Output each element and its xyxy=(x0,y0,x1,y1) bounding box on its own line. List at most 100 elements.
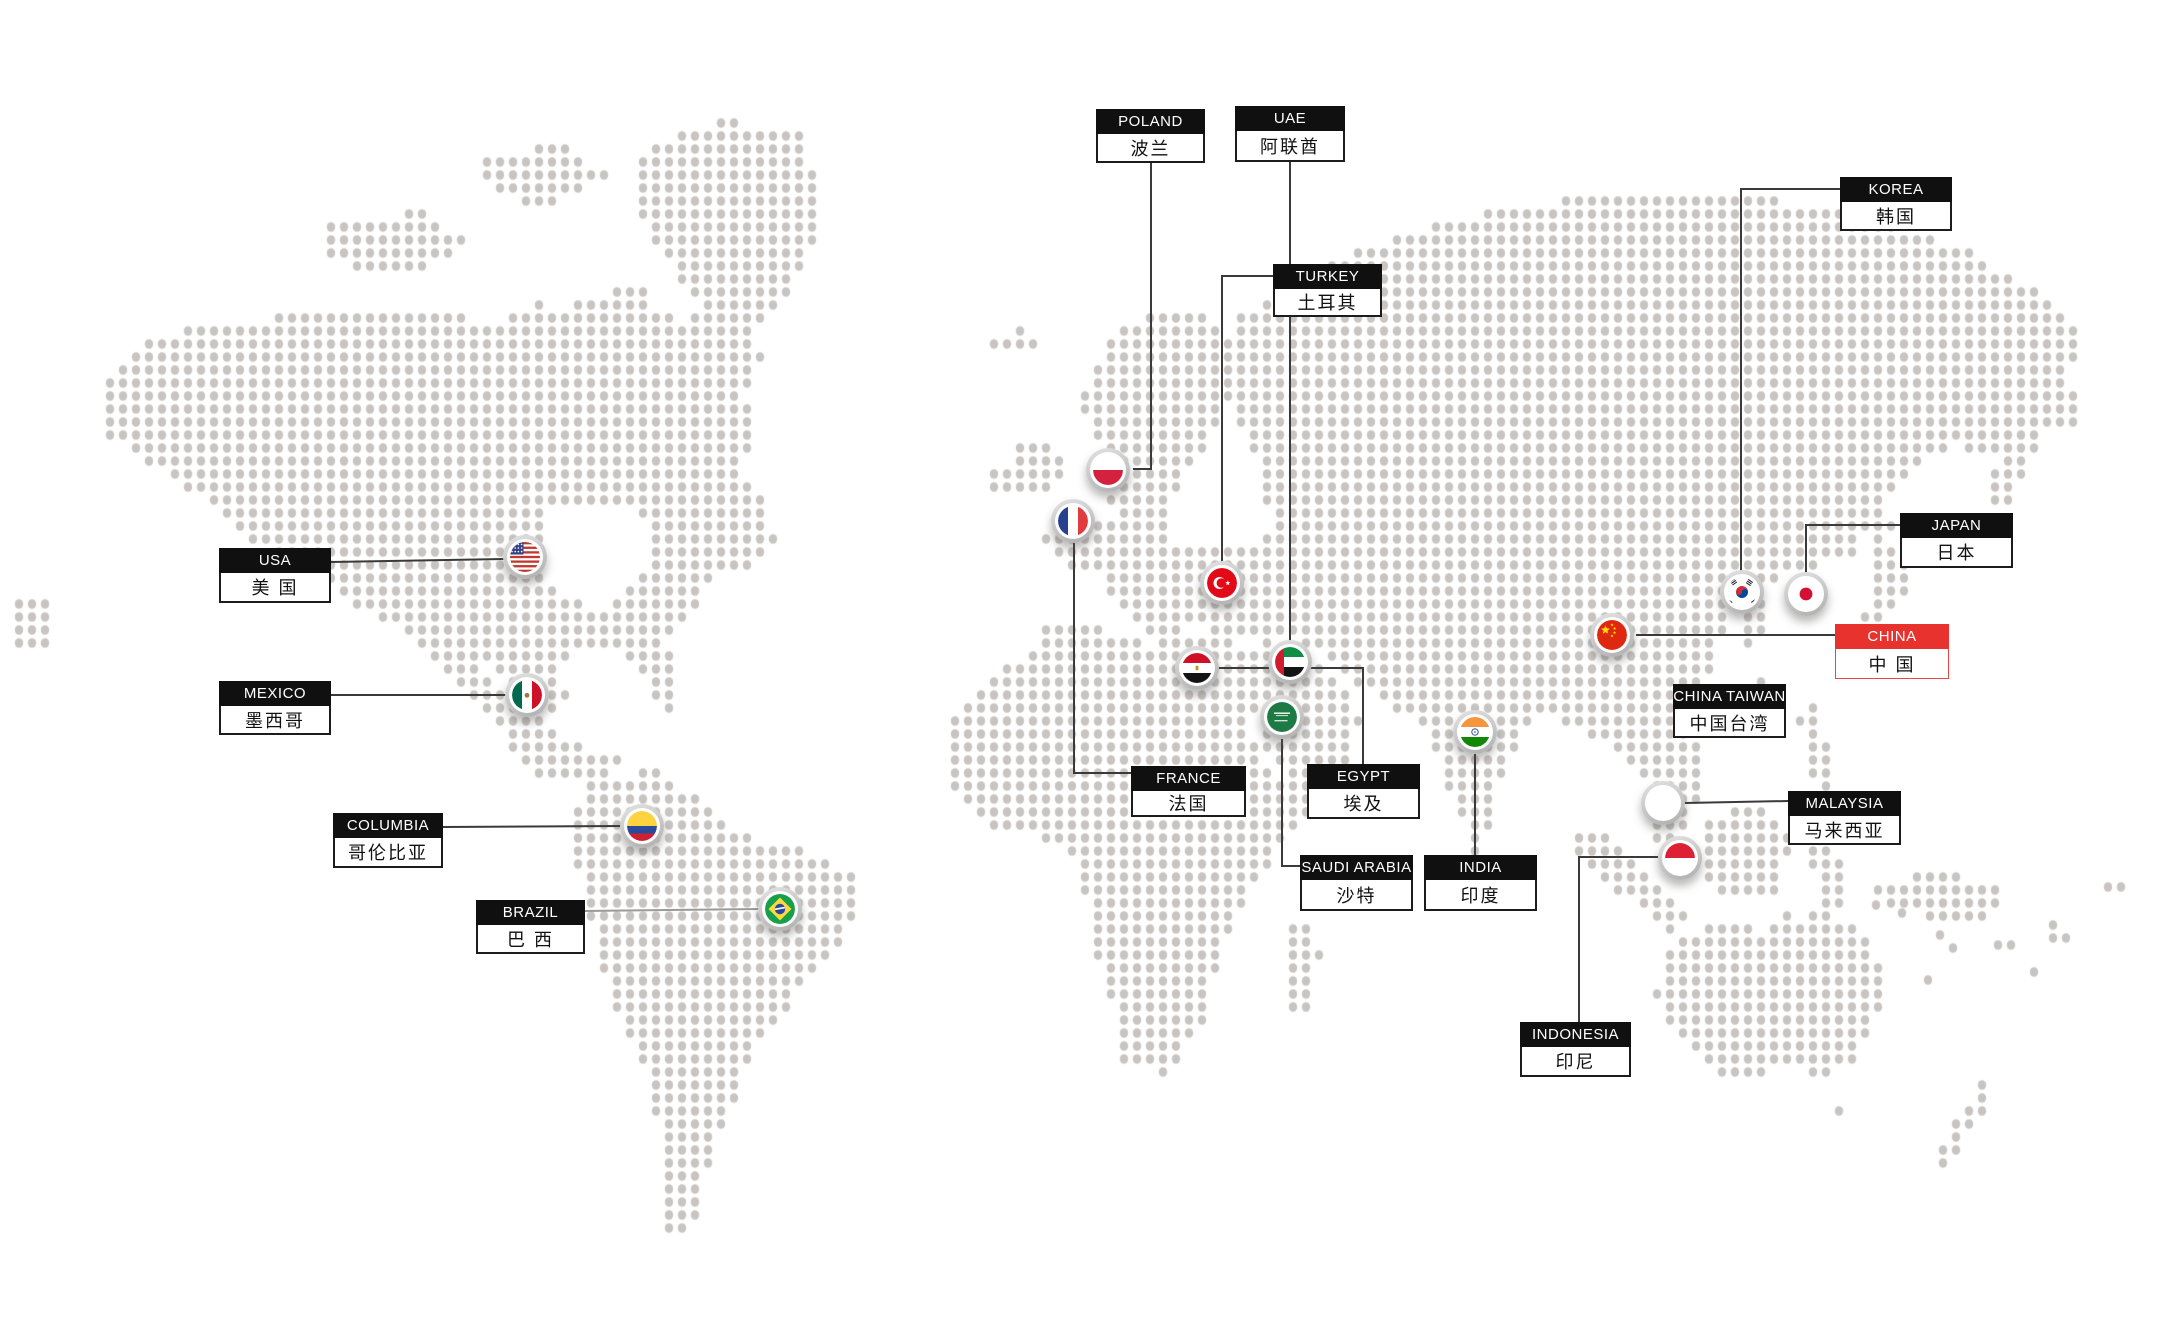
pin-ring xyxy=(1055,503,1091,539)
country-name-en: EGYPT xyxy=(1307,764,1420,789)
mexico-flag-icon xyxy=(512,680,542,710)
saudi-flag-icon xyxy=(1267,702,1297,732)
poland-flag-pin xyxy=(1086,448,1130,492)
saudi-arabia-flag-pin xyxy=(1260,695,1304,739)
egypt-flag-icon xyxy=(1182,653,1212,683)
usa-flag-pin xyxy=(503,535,547,579)
country-name-zh: 中国台湾 xyxy=(1673,709,1786,738)
brazil-flag-pin xyxy=(758,887,802,931)
country-name-zh: 韩国 xyxy=(1840,202,1952,231)
country-name-zh: 中 国 xyxy=(1835,649,1949,679)
brazil-flag-icon xyxy=(765,894,795,924)
country-name-en: INDONESIA xyxy=(1520,1022,1631,1047)
malaysia-flag-icon: undefined xyxy=(1648,788,1678,818)
country-name-zh: 沙特 xyxy=(1300,880,1413,911)
malaysia-flag-pin: undefined xyxy=(1641,781,1685,825)
country-label-saudi-arabia: SAUDI ARABIA 沙特 xyxy=(1300,855,1413,911)
pin-ring xyxy=(1264,699,1300,735)
country-name-zh: 埃及 xyxy=(1307,789,1420,819)
country-name-en: POLAND xyxy=(1096,109,1205,134)
france-flag-pin xyxy=(1051,499,1095,543)
poland-flag-icon xyxy=(1093,455,1123,485)
country-name-en: KOREA xyxy=(1840,177,1952,202)
pin-ring xyxy=(1272,644,1308,680)
pin-ring xyxy=(624,808,660,844)
pin-ring xyxy=(1457,714,1493,750)
korea-flag-pin xyxy=(1720,570,1764,614)
country-name-en: INDIA xyxy=(1424,855,1537,880)
brazil-connector-line xyxy=(584,908,761,912)
country-label-france: FRANCE 法国 xyxy=(1131,766,1246,817)
country-name-en: CHINA TAIWAN xyxy=(1673,684,1786,709)
pin-ring xyxy=(1204,565,1240,601)
uae-flag-pin xyxy=(1268,640,1312,684)
country-label-turkey: TURKEY 土耳其 xyxy=(1273,264,1382,317)
country-label-egypt: EGYPT 埃及 xyxy=(1307,764,1420,819)
china-flag-icon xyxy=(1597,620,1627,650)
colombia-flag-icon xyxy=(627,811,657,841)
country-label-columbia: COLUMBIA 哥伦比亚 xyxy=(333,813,443,868)
country-name-zh: 印尼 xyxy=(1520,1047,1631,1077)
country-name-zh: 美 国 xyxy=(219,573,331,603)
country-name-zh: 日本 xyxy=(1900,538,2013,568)
country-label-uae: UAE 阿联酋 xyxy=(1235,106,1345,162)
china-flag-pin xyxy=(1590,613,1634,657)
country-name-en: FRANCE xyxy=(1131,766,1246,791)
usa-flag-icon xyxy=(510,542,540,572)
uae-flag-icon xyxy=(1275,647,1305,677)
country-name-en: USA xyxy=(219,548,331,573)
france-flag-icon xyxy=(1058,506,1088,536)
pin-ring xyxy=(1594,617,1630,653)
country-name-en: TURKEY xyxy=(1273,264,1382,289)
country-name-zh: 墨西哥 xyxy=(219,706,331,735)
country-name-zh: 印度 xyxy=(1424,880,1537,911)
country-name-zh: 波兰 xyxy=(1096,134,1205,163)
country-label-japan: JAPAN 日本 xyxy=(1900,513,2013,568)
country-name-zh: 巴 西 xyxy=(476,925,585,954)
country-name-en: SAUDI ARABIA xyxy=(1300,855,1413,880)
indonesia-flag-icon xyxy=(1665,843,1695,873)
pin-ring xyxy=(507,539,543,575)
country-label-poland: POLAND 波兰 xyxy=(1096,109,1205,163)
japan-flag-pin xyxy=(1784,572,1828,616)
japan-connector-line xyxy=(1805,524,1900,573)
india-flag-icon xyxy=(1460,717,1490,747)
korea-connector-line xyxy=(1740,188,1840,571)
country-name-zh: 阿联酋 xyxy=(1235,131,1345,162)
country-name-en: MEXICO xyxy=(219,681,331,706)
country-name-zh: 土耳其 xyxy=(1273,289,1382,317)
korea-flag-icon xyxy=(1727,577,1757,607)
country-label-china-taiwan: CHINA TAIWAN 中国台湾 xyxy=(1673,684,1786,738)
country-name-en: MALAYSIA xyxy=(1788,791,1901,816)
indonesia-connector-line xyxy=(1578,856,1658,1022)
japan-flag-icon xyxy=(1791,579,1821,609)
india-flag-pin xyxy=(1453,710,1497,754)
country-name-zh: 哥伦比亚 xyxy=(333,838,443,868)
pin-ring xyxy=(1724,574,1760,610)
country-label-china: CHINA 中 国 xyxy=(1835,624,1949,679)
country-name-en: COLUMBIA xyxy=(333,813,443,838)
country-name-en: CHINA xyxy=(1835,624,1949,649)
country-label-indonesia: INDONESIA 印尼 xyxy=(1520,1022,1631,1077)
mexico-flag-pin xyxy=(505,673,549,717)
country-label-mexico: MEXICO 墨西哥 xyxy=(219,681,331,735)
pin-ring xyxy=(1090,452,1126,488)
pin-ring xyxy=(1788,576,1824,612)
country-name-zh: 马来西亚 xyxy=(1788,816,1901,845)
country-label-korea: KOREA 韩国 xyxy=(1840,177,1952,231)
country-label-malaysia: MALAYSIA 马来西亚 xyxy=(1788,791,1901,845)
saudi-arabia-connector-line xyxy=(1281,739,1300,867)
country-name-en: UAE xyxy=(1235,106,1345,131)
country-name-en: BRAZIL xyxy=(476,900,585,925)
country-name-zh: 法国 xyxy=(1131,791,1246,817)
pin-ring xyxy=(1179,650,1215,686)
country-label-usa: USA 美 国 xyxy=(219,548,331,603)
malaysia-connector-line xyxy=(1684,800,1789,804)
turkey-flag-icon xyxy=(1207,568,1237,598)
indonesia-flag-pin xyxy=(1658,836,1702,880)
columbia-flag-pin xyxy=(620,804,664,848)
pin-ring: undefined xyxy=(1645,785,1681,821)
